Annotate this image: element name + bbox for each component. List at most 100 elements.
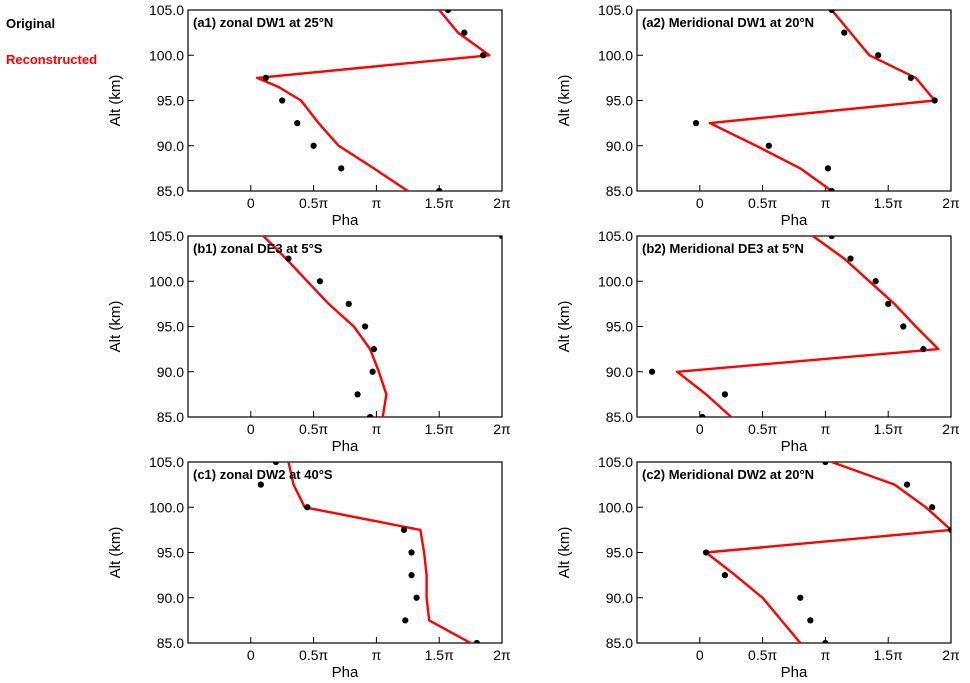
y-tick-label: 95.0: [606, 545, 633, 561]
x-tick-label: 1.5π: [425, 195, 454, 211]
x-axis-label: Pha: [781, 664, 808, 681]
y-tick-label: 90.0: [157, 364, 184, 380]
original-point: [828, 236, 835, 240]
y-tick-label: 105.0: [149, 454, 184, 470]
original-point: [765, 142, 772, 149]
reconstructed-line: [255, 10, 491, 191]
y-tick-label: 100.0: [149, 273, 184, 289]
original-point: [920, 346, 927, 353]
original-point: [257, 481, 264, 488]
original-point: [310, 142, 317, 149]
y-axis-label: Alt (km): [107, 527, 124, 579]
original-point: [370, 346, 377, 353]
y-tick-label: 100.0: [149, 47, 184, 63]
original-point: [262, 74, 269, 81]
original-point: [885, 300, 892, 307]
original-point: [361, 323, 369, 330]
panel-title: (b1) zonal DE3 at 5°S: [193, 241, 323, 256]
original-point: [408, 549, 415, 556]
original-point: [828, 187, 835, 191]
reconstructed-line: [287, 462, 472, 643]
plot-area: [255, 10, 491, 191]
original-point: [900, 323, 907, 330]
x-axis-label: Pha: [781, 438, 808, 455]
original-point: [413, 594, 420, 601]
x-tick-label: 2π: [493, 421, 511, 437]
plot-area: [648, 236, 940, 417]
x-axis-label: Pha: [781, 212, 808, 229]
y-tick-label: 100.0: [149, 499, 184, 515]
y-tick-label: 105.0: [149, 2, 184, 18]
x-axis-label: Pha: [332, 438, 359, 455]
legend-original: Original: [6, 16, 56, 31]
reconstructed-line: [262, 236, 388, 417]
x-tick-label: 0.5π: [748, 421, 777, 437]
original-point: [841, 29, 848, 36]
y-tick-label: 95.0: [157, 319, 184, 335]
reconstructed-line: [708, 10, 936, 191]
legend-reconstructed: Reconstructed: [6, 52, 98, 67]
original-point: [338, 165, 345, 172]
x-tick-label: 0.5π: [299, 647, 328, 663]
x-tick-label: 1.5π: [874, 195, 903, 211]
y-tick-label: 85.0: [157, 635, 184, 651]
x-tick-label: 0: [247, 421, 255, 437]
y-tick-label: 85.0: [157, 409, 184, 425]
y-tick-label: 90.0: [157, 590, 184, 606]
y-tick-label: 100.0: [598, 499, 633, 515]
x-tick-label: 1.5π: [874, 421, 903, 437]
x-tick-label: 0: [696, 647, 704, 663]
original-point: [354, 391, 361, 398]
original-point: [436, 187, 443, 191]
original-point: [699, 413, 706, 417]
y-axis-label: Alt (km): [556, 527, 573, 579]
plot-area: [262, 236, 502, 417]
x-tick-label: π: [372, 647, 382, 663]
x-tick-label: 1.5π: [874, 647, 903, 663]
original-point: [304, 504, 311, 511]
x-tick-label: π: [372, 421, 382, 437]
original-point: [822, 639, 829, 643]
y-tick-label: 85.0: [606, 183, 633, 199]
y-tick-label: 85.0: [157, 183, 184, 199]
original-point: [807, 617, 814, 624]
original-point: [648, 368, 656, 375]
x-axis-label: Pha: [332, 664, 359, 681]
original-point: [345, 300, 352, 307]
original-point: [929, 504, 936, 511]
original-point: [498, 236, 502, 240]
original-point: [828, 10, 835, 14]
x-tick-label: 0: [696, 421, 704, 437]
x-tick-label: 0: [247, 195, 255, 211]
y-tick-label: 95.0: [606, 93, 633, 109]
y-tick-label: 105.0: [598, 454, 633, 470]
y-tick-label: 90.0: [606, 138, 633, 154]
y-axis-label: Alt (km): [556, 75, 573, 127]
original-point: [903, 481, 911, 488]
reconstructed-line: [704, 462, 951, 643]
plot-area: [702, 462, 951, 643]
panel-title: (c2) Meridional DW2 at 20°N: [642, 467, 814, 482]
plot-frame: [636, 461, 952, 644]
x-tick-label: 2π: [493, 195, 511, 211]
original-point: [444, 10, 452, 14]
x-tick-label: 0.5π: [748, 647, 777, 663]
plot-area: [257, 462, 480, 643]
original-point: [316, 278, 323, 285]
x-tick-label: 1.5π: [425, 647, 454, 663]
y-tick-label: 105.0: [598, 2, 633, 18]
y-tick-label: 85.0: [606, 409, 633, 425]
original-point: [931, 97, 938, 104]
original-point: [721, 391, 729, 398]
x-tick-label: π: [372, 195, 382, 211]
x-tick-label: 0.5π: [299, 195, 328, 211]
y-tick-label: 95.0: [157, 545, 184, 561]
original-point: [872, 278, 879, 285]
panel-2: 0 0.5π π 1.5π 2π 85.0 90.0 95.0 100.0 105.0 Pha Alt…: [556, 2, 960, 229]
panel-1: 0 0.5π π 1.5π 2π 85.0 90.0 95.0 100.0 105.0 Pha Alt…: [107, 2, 511, 229]
y-tick-label: 100.0: [598, 47, 633, 63]
y-tick-label: 95.0: [606, 319, 633, 335]
y-axis-label: Alt (km): [107, 75, 124, 127]
original-point: [907, 74, 914, 81]
